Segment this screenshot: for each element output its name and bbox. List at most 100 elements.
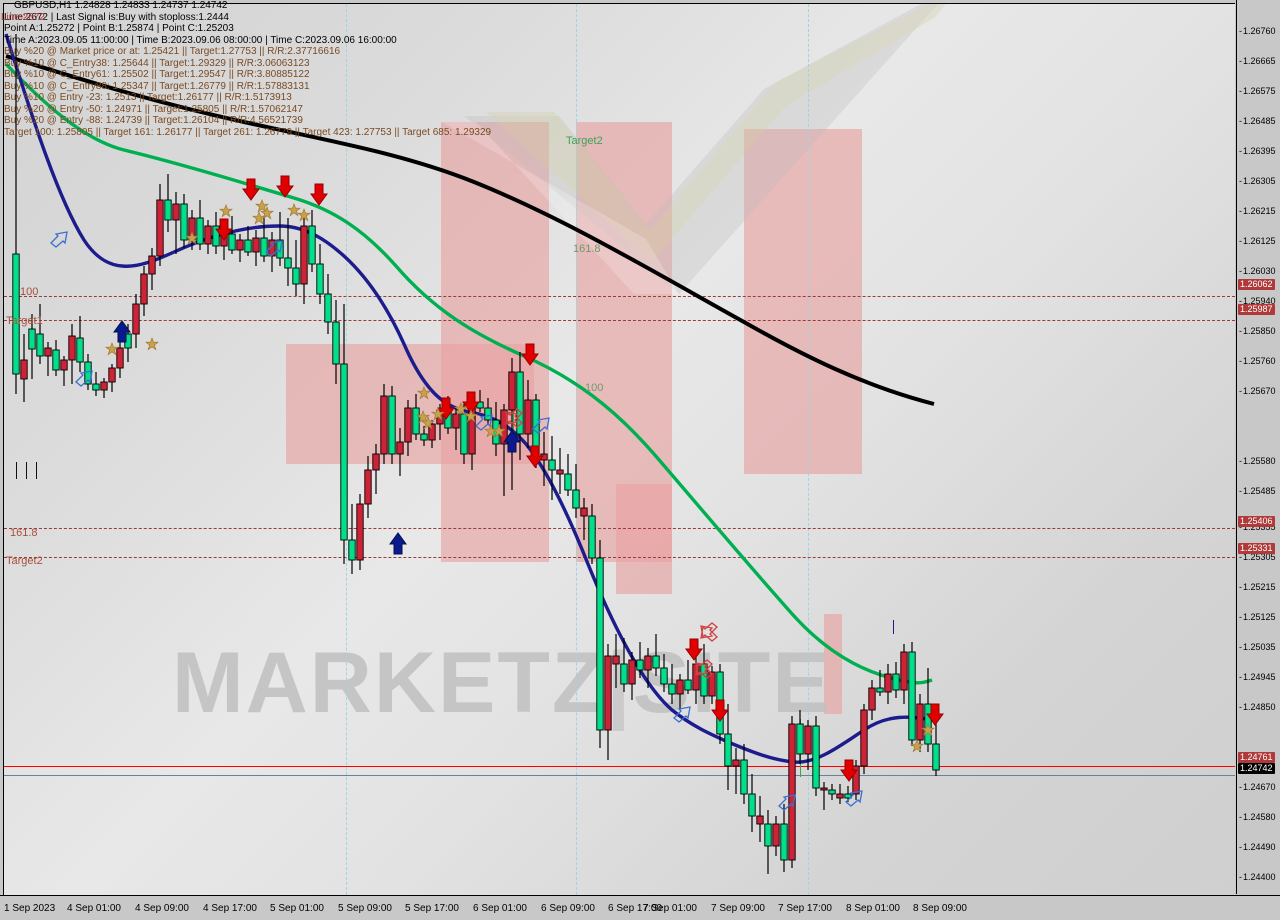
- fractal-star-icon: [909, 739, 925, 753]
- candle-bullish: [260, 237, 268, 257]
- session-divider-2: [576, 4, 577, 895]
- candle-bullish: [740, 759, 748, 795]
- candle-bearish: [132, 303, 140, 335]
- price-tick: -1.25850: [1239, 326, 1276, 336]
- candle-bullish: [36, 333, 44, 357]
- price-series-svg: [4, 33, 944, 874]
- signal-arrow-up-icon: [503, 430, 521, 453]
- candle-bearish: [556, 469, 564, 475]
- price-axis[interactable]: -1.26760 -1.26665 -1.26575 -1.26485 -1.26395…: [1236, 0, 1280, 894]
- price-badge: 1.26062: [1238, 279, 1275, 290]
- candle-bearish: [300, 225, 308, 285]
- fractal-star-icon: [254, 199, 270, 213]
- candle-bullish: [588, 515, 596, 559]
- time-tick: 6 Sep 01:00: [473, 903, 527, 914]
- candle-bullish: [796, 723, 804, 755]
- candle-bearish: [356, 503, 364, 561]
- candle-bullish: [420, 433, 428, 441]
- signal-arrow-down-icon: [711, 699, 729, 722]
- time-tick: 7 Sep 09:00: [711, 903, 765, 914]
- fractal-star-icon: [286, 203, 302, 217]
- level-line-target2: [4, 557, 1235, 558]
- left-tick-1: [16, 462, 17, 479]
- candle-bullish: [284, 257, 292, 269]
- candle-bullish: [244, 239, 252, 253]
- candle-bullish: [212, 225, 220, 247]
- candle-bullish: [572, 489, 580, 509]
- candle-bullish: [76, 337, 84, 363]
- price-tick: -1.25355: [1239, 522, 1276, 532]
- price-tick: -1.26575: [1239, 86, 1276, 96]
- candle-bullish: [564, 473, 572, 491]
- candle-bullish: [460, 413, 468, 455]
- candle-bearish: [900, 651, 908, 691]
- fractal-star-icon: [251, 211, 267, 225]
- time-tick: 1 Sep 2023: [4, 903, 56, 914]
- chart-plot-area[interactable]: MARKETZ|SITE: [3, 3, 1235, 895]
- time-tick: 6 Sep 17:00: [608, 903, 662, 914]
- arrow-outline-blue-icon: [778, 794, 796, 811]
- candle-bullish: [764, 823, 772, 847]
- candle-bearish: [172, 203, 180, 221]
- candle-bullish: [316, 263, 324, 295]
- price-tick: -1.25580: [1239, 456, 1276, 466]
- level-line-bid: [4, 775, 1235, 776]
- price-tick: -1.26125: [1239, 236, 1276, 246]
- fractal-star-icon: [491, 424, 507, 438]
- time-axis[interactable]: 1 Sep 2023 4 Sep 01:00 4 Sep 09:00 4 Sep 17…: [0, 895, 1280, 920]
- time-tick: 8 Sep 01:00: [846, 903, 900, 914]
- candle-bearish: [268, 239, 276, 257]
- candle-bearish: [156, 199, 164, 257]
- signal-arrow-down-icon: [926, 703, 944, 726]
- candle-bullish: [28, 328, 36, 350]
- price-tick: -1.25940: [1239, 296, 1276, 306]
- candle-bullish: [652, 655, 660, 669]
- price-badge: 1.25331: [1238, 543, 1275, 554]
- candle-bearish: [804, 725, 812, 755]
- level-label-target2: Target2: [6, 555, 43, 567]
- time-tick: 8 Sep 09:00: [913, 903, 967, 914]
- signal-arrow-down-icon: [276, 175, 294, 198]
- chart-label-target2: Target2: [566, 135, 603, 147]
- candle-bullish: [340, 363, 348, 541]
- candle-bullish: [908, 651, 916, 741]
- candle-bullish: [180, 203, 188, 241]
- candle-bearish: [404, 407, 412, 443]
- signal-arrow-up-icon: [389, 532, 407, 555]
- fib-marker-1: [513, 388, 514, 448]
- candle-bearish: [68, 335, 76, 361]
- candle-bearish: [644, 655, 652, 671]
- price-tick: -1.25305: [1239, 552, 1276, 562]
- candle-bearish: [788, 723, 796, 861]
- price-tick: -1.24945: [1239, 672, 1276, 682]
- candle-bearish: [692, 663, 700, 691]
- fractal-star-icon: [420, 416, 436, 430]
- time-tick: 5 Sep 17:00: [405, 903, 459, 914]
- time-tick: 4 Sep 17:00: [203, 903, 257, 914]
- candle-bearish: [140, 273, 148, 305]
- candle-bullish: [228, 233, 236, 251]
- time-tick: 4 Sep 09:00: [135, 903, 189, 914]
- signal-arrow-down-icon: [462, 391, 480, 414]
- candle-bullish: [724, 733, 732, 767]
- candle-bearish: [236, 239, 244, 251]
- candle-bullish: [92, 383, 100, 391]
- signal-arrow-up-icon: [113, 320, 131, 343]
- candle-bullish: [748, 793, 756, 817]
- signal-arrow-down-icon: [526, 445, 544, 468]
- fractal-star-icon: [920, 723, 936, 737]
- candle-bearish: [252, 237, 260, 253]
- chart-label-100: 100: [585, 382, 604, 394]
- time-tick: 5 Sep 01:00: [270, 903, 324, 914]
- left-tick-3: [36, 462, 37, 479]
- price-tick: -1.24400: [1239, 872, 1276, 882]
- candle-bearish: [204, 225, 212, 245]
- price-tick: -1.24850: [1239, 702, 1276, 712]
- candle-bearish: [772, 823, 780, 847]
- candle-bullish: [684, 679, 692, 691]
- candle-bullish: [348, 539, 356, 561]
- candle-bearish: [820, 787, 828, 791]
- price-tick: -1.26760: [1239, 26, 1276, 36]
- price-tick: -1.24580: [1239, 812, 1276, 822]
- candle-bullish: [324, 293, 332, 323]
